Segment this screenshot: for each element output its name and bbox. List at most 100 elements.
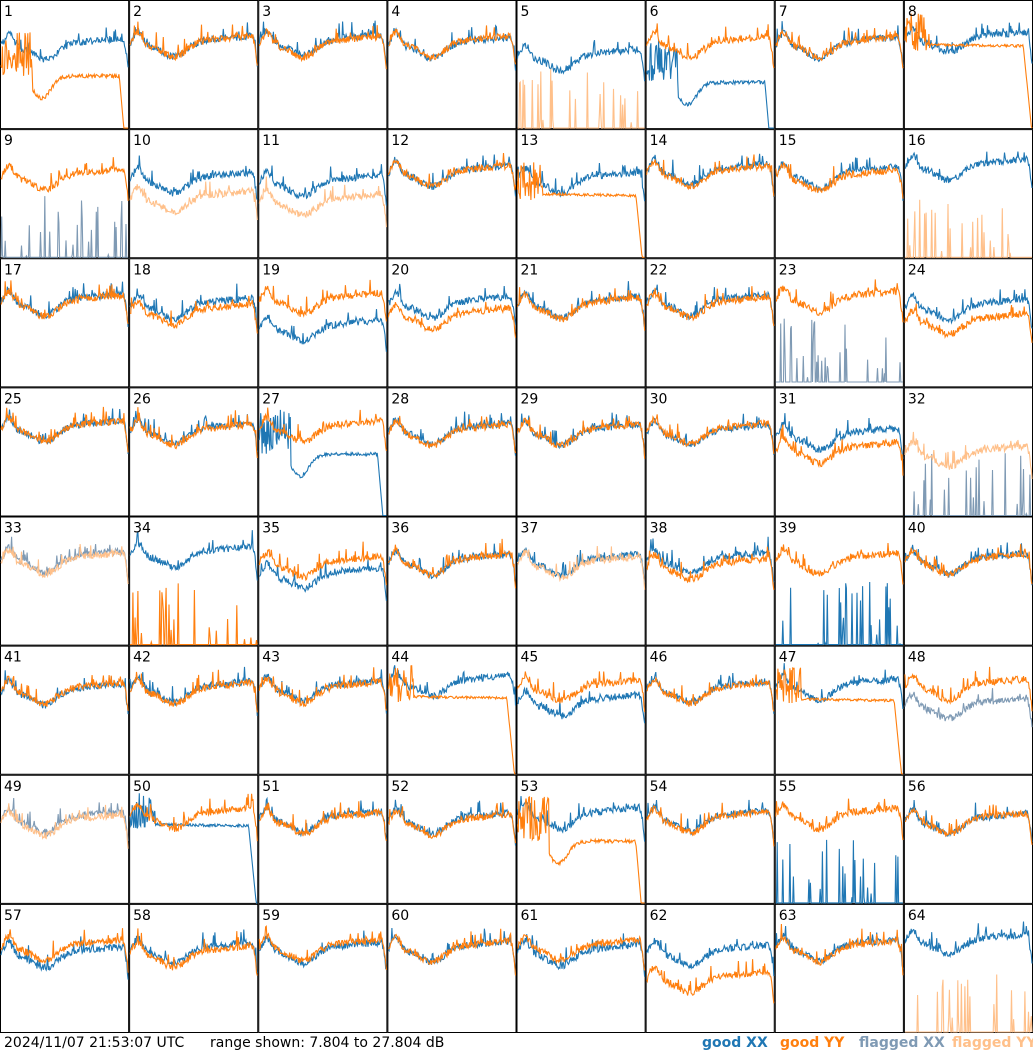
legend-flagged-yy: flagged YY	[952, 1035, 1033, 1051]
panel-30: 30	[645, 387, 775, 517]
panel-label: 44	[391, 650, 409, 666]
series-yy-line	[0, 803, 129, 849]
panel-24: 24	[903, 258, 1033, 388]
panel-label: 64	[908, 908, 926, 924]
series-yy-line	[258, 801, 387, 842]
panel-label: 38	[650, 521, 668, 537]
series-yy-line	[129, 407, 258, 459]
panel-8: 8	[903, 0, 1033, 130]
panel-50: 50	[129, 774, 259, 904]
panel-label: 2	[133, 4, 142, 20]
panel-1: 1	[0, 0, 130, 130]
series-yy-line	[516, 287, 646, 331]
series-yy-line	[387, 665, 516, 775]
series-yy-line	[775, 542, 904, 585]
panel-frame	[387, 129, 517, 259]
series-xx-line	[516, 933, 646, 977]
series-yy-line	[775, 279, 904, 323]
series-xx-line	[516, 796, 646, 842]
series-yy-line	[0, 675, 129, 711]
panel-frame	[258, 0, 388, 130]
series-xx-line	[904, 151, 1033, 188]
panel-label: 34	[133, 521, 151, 537]
panel-label: 14	[650, 133, 668, 149]
panel-5: 5	[516, 0, 646, 130]
panel-17: 17	[0, 258, 130, 388]
series-xx-line	[388, 283, 517, 325]
panel-frame	[258, 774, 388, 904]
panel-frame	[516, 258, 646, 388]
panel-label: 45	[521, 650, 539, 666]
panel-label: 62	[650, 908, 668, 924]
panel-label: 53	[521, 779, 539, 795]
panel-frame	[0, 645, 130, 775]
panel-frame	[0, 258, 130, 388]
series-yy-line	[904, 431, 1033, 480]
series-yy-line	[258, 176, 387, 228]
panel-label: 6	[650, 4, 659, 20]
series-yy-line	[388, 25, 517, 65]
panel-frame	[774, 0, 904, 130]
series-yy-line	[775, 798, 904, 841]
panel-43: 43	[258, 645, 388, 775]
series-xx-line	[517, 686, 646, 724]
series-yy-line	[516, 671, 646, 712]
series-yy-line	[904, 804, 1033, 845]
panel-38: 38	[645, 516, 775, 646]
panel-45: 45	[516, 645, 646, 775]
panel-22: 22	[645, 258, 775, 388]
panel-64: 64	[903, 903, 1033, 1033]
panel-41: 41	[0, 645, 130, 775]
panel-49: 49	[0, 774, 130, 904]
panel-label: 48	[908, 650, 926, 666]
panel-label: 56	[908, 779, 926, 795]
series-xx-line	[0, 27, 129, 68]
series-yy-line	[129, 928, 258, 976]
panel-36: 36	[387, 516, 517, 646]
panel-frame	[903, 774, 1033, 904]
panel-57: 57	[0, 903, 130, 1033]
series-xx-line	[646, 937, 775, 977]
panel-label: 29	[521, 391, 539, 407]
series-yy-line	[0, 32, 129, 129]
panel-59: 59	[258, 903, 388, 1033]
panel-label: 46	[650, 650, 668, 666]
panel-label: 4	[391, 4, 400, 20]
series-xx-line	[258, 558, 387, 601]
series-yy-line	[516, 162, 645, 258]
panel-label: 37	[521, 521, 539, 537]
panel-label: 12	[391, 133, 409, 149]
panel-frame	[645, 645, 775, 775]
panel-frame	[129, 258, 259, 388]
panel-9: 9	[0, 129, 130, 259]
panel-2: 2	[129, 0, 259, 130]
series-xx-line	[258, 309, 387, 352]
panel-label: 24	[908, 262, 926, 278]
panel-label: 41	[4, 650, 22, 666]
panel-frame	[516, 387, 646, 517]
panel-frame	[129, 387, 259, 517]
panel-label: 16	[908, 133, 926, 149]
panel-label: 52	[391, 779, 409, 795]
series-xx-line	[129, 155, 258, 201]
panel-label: 22	[650, 262, 668, 278]
panel-frame	[0, 129, 130, 259]
series-xx-line	[775, 318, 903, 383]
panel-19: 19	[258, 258, 388, 388]
panel-14: 14	[645, 129, 775, 259]
series-yy-line	[516, 795, 645, 904]
panel-label: 28	[391, 391, 409, 407]
series-xx-line	[775, 413, 904, 459]
panel-frame	[387, 516, 517, 646]
series-yy-line	[775, 923, 904, 976]
panel-label: 47	[779, 650, 797, 666]
panel-frame	[0, 903, 130, 1033]
series-yy-line	[258, 25, 387, 70]
series-xx-line	[775, 581, 903, 646]
panel-29: 29	[516, 387, 646, 517]
panel-label: 20	[391, 262, 409, 278]
panel-12: 12	[387, 129, 517, 259]
panel-3: 3	[258, 0, 388, 130]
series-xx-line	[258, 164, 387, 206]
panel-frame	[0, 516, 130, 646]
